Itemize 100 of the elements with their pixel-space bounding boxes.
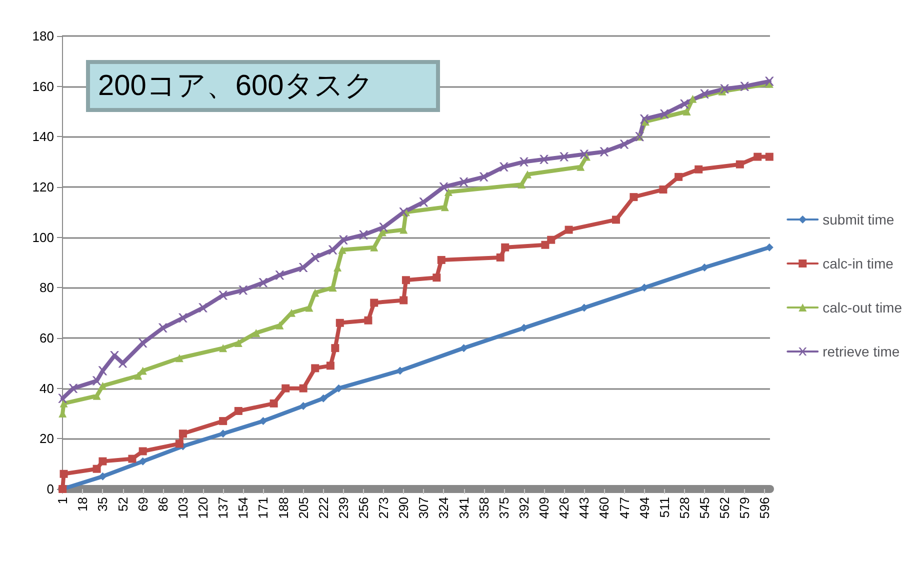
point <box>98 457 107 466</box>
point <box>138 457 147 466</box>
point <box>400 296 408 304</box>
point <box>178 313 188 322</box>
point <box>396 366 404 375</box>
point <box>600 147 609 156</box>
point <box>175 440 184 448</box>
legend-label: calc-out time <box>822 300 902 316</box>
x-tick-label: 562 <box>717 497 732 519</box>
x-tick-label: 545 <box>697 497 712 519</box>
x-tick-label: 494 <box>636 497 652 519</box>
point <box>399 208 408 217</box>
x-tick-label: 154 <box>236 497 251 519</box>
point <box>338 235 348 244</box>
y-tick-label: 180 <box>32 28 54 44</box>
point <box>547 236 556 244</box>
point <box>219 430 228 438</box>
x-tick-label: 18 <box>75 497 90 512</box>
x-tick-label: 307 <box>416 497 432 519</box>
legend-label: submit time <box>822 212 894 228</box>
point <box>311 364 320 372</box>
point <box>358 230 368 240</box>
point <box>688 94 697 103</box>
x-tick-label: 256 <box>356 497 371 519</box>
point <box>640 284 648 292</box>
point <box>700 89 710 98</box>
point <box>252 328 260 337</box>
x-tick-label: 120 <box>196 497 211 519</box>
point <box>198 303 208 312</box>
point <box>276 321 284 330</box>
point <box>128 454 136 463</box>
y-tick-label: 40 <box>40 380 54 396</box>
point <box>580 304 588 312</box>
point <box>765 152 774 161</box>
point <box>740 82 750 91</box>
y-tick-label: 160 <box>32 78 54 94</box>
point <box>764 76 774 86</box>
point <box>98 366 108 376</box>
point <box>479 172 488 182</box>
y-tick-label: 140 <box>32 129 54 144</box>
text: 200コア、600タスク <box>98 70 374 102</box>
point <box>175 354 184 362</box>
point <box>564 226 573 234</box>
x-tick-label: 239 <box>336 497 351 519</box>
x-tick-label: 460 <box>596 497 612 519</box>
x-tick-label: 137 <box>216 497 231 519</box>
point <box>60 470 68 478</box>
point <box>541 240 550 249</box>
point <box>496 253 504 262</box>
point <box>501 243 510 252</box>
x-tick-label: 579 <box>737 497 752 519</box>
y-tick-label: 80 <box>40 280 54 296</box>
x-tick-label: 443 <box>576 497 592 519</box>
x-tick-label: 392 <box>516 497 532 519</box>
point <box>659 186 668 194</box>
point <box>439 182 448 192</box>
y-tick-label: 60 <box>40 330 54 346</box>
point <box>459 177 468 186</box>
point <box>258 278 268 288</box>
x-tick-label: 324 <box>436 497 452 519</box>
point <box>444 188 452 196</box>
point <box>92 376 102 386</box>
point <box>560 152 569 162</box>
point <box>58 394 68 403</box>
x-tick-label: 511 <box>656 497 672 518</box>
x-tick-label: 596 <box>757 497 772 519</box>
point <box>234 339 242 348</box>
point <box>298 263 308 272</box>
point <box>437 256 446 264</box>
point <box>674 172 683 181</box>
y-tick-label: 120 <box>32 180 54 194</box>
point <box>328 245 338 254</box>
point <box>499 162 508 172</box>
point <box>630 193 638 202</box>
point <box>576 162 585 171</box>
point <box>234 406 242 415</box>
point <box>720 84 730 94</box>
point <box>419 198 428 207</box>
point <box>402 276 410 284</box>
point <box>138 447 147 456</box>
point <box>68 384 78 393</box>
point <box>336 318 344 327</box>
point <box>299 402 308 410</box>
x-tick-label: 290 <box>396 497 412 519</box>
legend-label: retrieve time <box>822 344 900 360</box>
point <box>379 222 388 232</box>
point <box>92 392 101 400</box>
point <box>680 99 689 108</box>
point <box>275 270 284 280</box>
point <box>158 323 168 332</box>
x-tick-label: 103 <box>175 497 190 519</box>
point <box>299 384 308 392</box>
y-tick-label: 100 <box>32 230 54 245</box>
x-tick-label: 477 <box>616 497 632 519</box>
point <box>640 114 649 124</box>
point <box>370 243 378 252</box>
x-tick-label: 86 <box>155 497 170 512</box>
point <box>620 140 629 149</box>
y-tick-label: 0 <box>46 482 54 496</box>
point <box>432 274 441 282</box>
